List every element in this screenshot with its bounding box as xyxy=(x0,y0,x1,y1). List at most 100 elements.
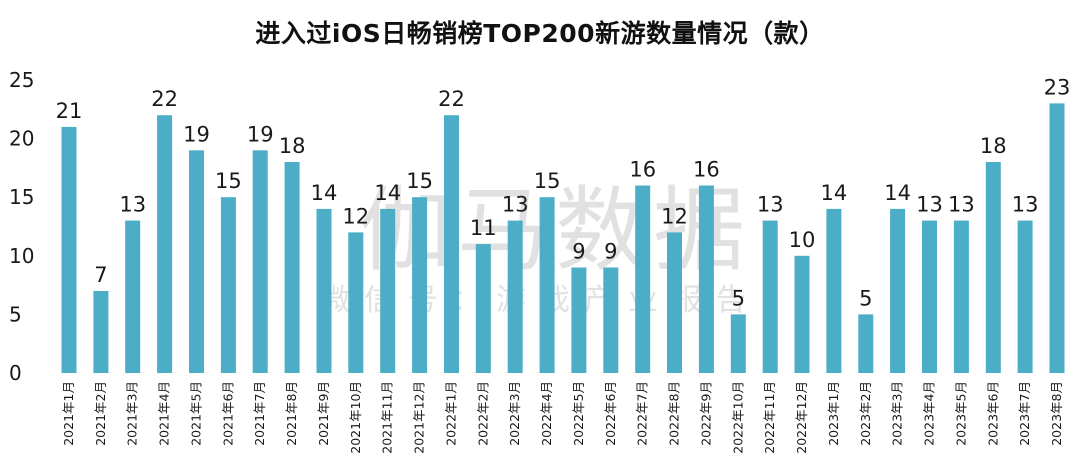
bar-series xyxy=(61,103,1065,374)
data-label: 18 xyxy=(980,134,1007,158)
bar xyxy=(826,208,842,373)
data-label: 21 xyxy=(56,99,83,123)
data-label: 22 xyxy=(438,87,465,111)
data-label: 10 xyxy=(789,228,816,252)
x-tick-label: 2021年7月 xyxy=(252,381,267,446)
data-label: 9 xyxy=(572,240,585,264)
bar xyxy=(412,197,428,373)
bar xyxy=(252,150,268,373)
data-label: 12 xyxy=(661,204,688,228)
x-tick-label: 2021年4月 xyxy=(157,381,172,446)
bar xyxy=(284,162,300,373)
data-label: 14 xyxy=(821,181,848,205)
y-tick-label: 5 xyxy=(9,302,22,326)
x-tick-label: 2022年7月 xyxy=(635,381,650,446)
y-tick-label: 15 xyxy=(9,185,34,209)
bar xyxy=(61,126,77,374)
bar xyxy=(539,197,555,373)
data-label: 22 xyxy=(151,87,178,111)
x-tick-label: 2023年2月 xyxy=(858,381,873,446)
bar xyxy=(93,291,109,373)
x-tick-label: 2021年2月 xyxy=(93,381,108,446)
x-axis: 2021年1月 2021年2月 2021年3月 2021年4月 2021年5月 2021年… xyxy=(61,381,1064,454)
x-tick-label: 2021年12月 xyxy=(412,381,427,454)
x-tick-label: 2023年1月 xyxy=(826,381,841,446)
data-label: 16 xyxy=(629,158,656,182)
y-tick-label: 20 xyxy=(9,127,34,151)
x-tick-label: 2022年1月 xyxy=(444,381,459,446)
x-tick-label: 2021年6月 xyxy=(220,381,235,446)
x-tick-label: 2021年1月 xyxy=(61,381,76,446)
data-label: 18 xyxy=(279,134,306,158)
bar xyxy=(794,255,810,373)
data-label: 13 xyxy=(757,193,784,217)
x-tick-label: 2021年9月 xyxy=(316,381,331,446)
data-label: 16 xyxy=(693,158,720,182)
x-tick-label: 2023年7月 xyxy=(1017,381,1032,446)
x-tick-label: 2023年6月 xyxy=(985,381,1000,446)
bar xyxy=(220,197,236,373)
data-label: 14 xyxy=(884,181,911,205)
data-label: 14 xyxy=(374,181,401,205)
bar xyxy=(507,220,523,373)
x-tick-label: 2021年11月 xyxy=(380,381,395,454)
y-tick-label: 0 xyxy=(9,361,22,385)
bar xyxy=(157,115,173,373)
x-tick-label: 2021年3月 xyxy=(125,381,140,446)
x-tick-label: 2022年2月 xyxy=(475,381,490,446)
x-tick-label: 2023年4月 xyxy=(922,381,937,446)
bar xyxy=(762,220,778,373)
bar xyxy=(444,115,459,373)
data-label: 5 xyxy=(732,286,745,310)
x-tick-label: 2022年3月 xyxy=(507,381,522,446)
data-label: 23 xyxy=(1044,75,1071,99)
bar xyxy=(316,208,332,373)
data-label: 19 xyxy=(247,122,274,146)
bar xyxy=(603,267,619,373)
bar xyxy=(922,220,937,373)
data-label: 13 xyxy=(1012,193,1039,217)
x-tick-label: 2022年11月 xyxy=(762,381,777,454)
data-label: 15 xyxy=(534,169,561,193)
bar xyxy=(1017,220,1033,373)
data-label: 12 xyxy=(342,204,369,228)
y-tick-label: 25 xyxy=(9,68,34,92)
bar xyxy=(1049,103,1065,374)
data-label: 14 xyxy=(311,181,338,205)
data-label: 15 xyxy=(215,169,242,193)
bar xyxy=(189,150,204,373)
data-label: 9 xyxy=(604,240,617,264)
bar xyxy=(953,220,969,373)
y-tick-label: 10 xyxy=(9,244,34,268)
x-tick-label: 2022年5月 xyxy=(571,381,586,446)
bar xyxy=(380,208,396,373)
bar xyxy=(730,314,746,373)
bar xyxy=(571,267,587,373)
x-tick-label: 2023年8月 xyxy=(1049,381,1064,446)
bar xyxy=(890,208,906,373)
bar xyxy=(698,185,714,373)
data-label: 5 xyxy=(859,286,872,310)
bar xyxy=(348,232,364,373)
data-label: 11 xyxy=(470,216,497,240)
data-label: 13 xyxy=(119,193,146,217)
x-tick-label: 2021年8月 xyxy=(284,381,299,446)
x-tick-label: 2022年4月 xyxy=(539,381,554,446)
data-label: 15 xyxy=(406,169,433,193)
data-label: 7 xyxy=(94,263,107,287)
x-tick-label: 2023年3月 xyxy=(890,381,905,446)
bar xyxy=(667,232,682,373)
chart-title: 进入过iOS日畅销榜TOP200新游数量情况（款） xyxy=(255,19,825,48)
bar xyxy=(858,314,874,373)
bar xyxy=(635,185,651,373)
data-label: 13 xyxy=(502,193,529,217)
bar xyxy=(475,244,491,373)
x-tick-label: 2022年10月 xyxy=(730,381,745,454)
x-tick-label: 2022年8月 xyxy=(667,381,682,446)
data-label: 13 xyxy=(916,193,943,217)
bar xyxy=(125,220,141,373)
x-tick-label: 2021年10月 xyxy=(348,381,363,454)
y-axis: 0 5 10 15 20 25 xyxy=(9,68,34,385)
bar xyxy=(985,162,1001,373)
